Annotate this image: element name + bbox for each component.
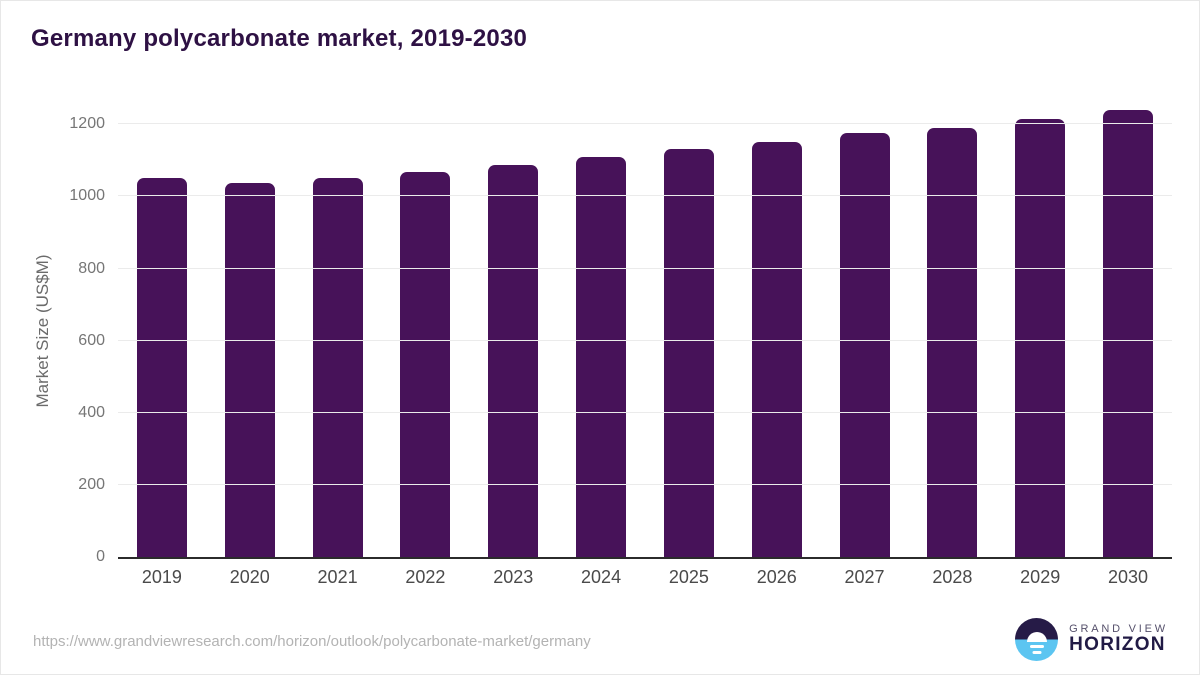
gridline-800 xyxy=(118,267,1172,269)
bar-slot-2021 xyxy=(294,101,382,557)
bar-slot-2026 xyxy=(733,101,821,557)
bar-2022 xyxy=(400,172,451,557)
horizon-sunrise-logo-icon xyxy=(1015,618,1059,661)
x-tick-label-2029: 2029 xyxy=(1020,567,1061,587)
bar-2023 xyxy=(488,165,539,557)
gridline-1200 xyxy=(118,123,1172,125)
logo-brand-top: GRAND VIEW xyxy=(1069,623,1168,635)
bar-slot-2022 xyxy=(381,101,469,557)
gridline-200 xyxy=(118,483,1172,485)
gridline-400 xyxy=(118,411,1172,413)
y-tick-label-0: 0 xyxy=(96,548,105,565)
bar-2026 xyxy=(751,142,802,557)
x-tick-label-2027: 2027 xyxy=(844,567,885,587)
y-tick-label-800: 800 xyxy=(78,259,105,277)
gridline-1000 xyxy=(118,195,1172,197)
x-tick-label-2021: 2021 xyxy=(317,567,358,587)
bar-2028 xyxy=(927,128,978,557)
bar-slot-2024 xyxy=(557,101,645,557)
logo-wordmark: GRAND VIEW HORIZON xyxy=(1069,623,1168,656)
bar-slot-2019 xyxy=(118,101,206,557)
bar-2029 xyxy=(1015,119,1066,557)
bar-slot-2020 xyxy=(206,101,294,557)
bar-2020 xyxy=(224,183,275,557)
x-tick-label-2023: 2023 xyxy=(493,567,534,587)
y-axis-title: Market Size (US$M) xyxy=(33,254,52,408)
logo-sun-shape xyxy=(1026,632,1047,642)
gridline-600 xyxy=(118,339,1172,341)
plot-area: 0 200 400 600 800 1000 1200 xyxy=(69,101,1172,565)
bar-slot-2028 xyxy=(908,101,996,557)
bar-2030 xyxy=(1103,110,1154,557)
x-axis-labels: 2019 2020 2021 2022 2023 2024 2025 2026 2027 2028… xyxy=(118,567,1172,588)
bar-2027 xyxy=(839,133,890,557)
bar-2019 xyxy=(136,178,187,557)
y-tick-label-200: 200 xyxy=(78,475,105,493)
x-tick-label-2019: 2019 xyxy=(141,567,182,587)
logo-reflection-line xyxy=(1032,651,1042,654)
bar-slot-2030 xyxy=(1084,101,1172,557)
bar-2025 xyxy=(663,149,714,557)
y-tick-label-1200: 1200 xyxy=(69,115,105,133)
y-tick-label-600: 600 xyxy=(78,331,105,349)
bar-slot-2027 xyxy=(821,101,909,557)
x-tick-label-2026: 2026 xyxy=(756,567,797,587)
bar-slot-2029 xyxy=(996,101,1084,557)
logo-reflection-line xyxy=(1029,645,1044,648)
x-tick-label-2030: 2030 xyxy=(1108,567,1149,587)
bar-slot-2025 xyxy=(645,101,733,557)
x-tick-label-2022: 2022 xyxy=(405,567,446,587)
bar-2021 xyxy=(312,178,363,557)
y-tick-label-1000: 1000 xyxy=(69,187,105,205)
y-tick-label-400: 400 xyxy=(78,403,105,421)
chart-title: Germany polycarbonate market, 2019-2030 xyxy=(31,25,528,52)
bar-series xyxy=(118,101,1172,557)
grand-view-horizon-logo: GRAND VIEW HORIZON xyxy=(1015,618,1168,661)
x-tick-label-2025: 2025 xyxy=(668,567,709,587)
bar-2024 xyxy=(576,157,627,557)
bar-slot-2023 xyxy=(469,101,557,557)
logo-brand-bottom: HORIZON xyxy=(1069,634,1166,656)
source-url: https://www.grandviewresearch.com/horizo… xyxy=(33,633,591,650)
x-tick-label-2028: 2028 xyxy=(932,567,973,587)
x-tick-label-2024: 2024 xyxy=(581,567,622,587)
x-tick-label-2020: 2020 xyxy=(229,567,270,587)
